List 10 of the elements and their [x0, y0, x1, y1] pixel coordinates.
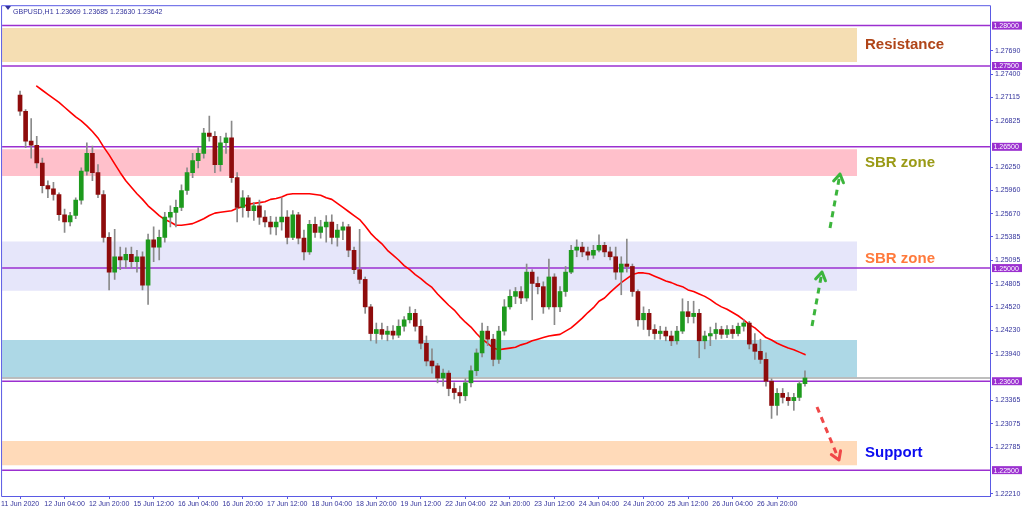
- candlestick: [657, 325, 663, 340]
- band-label: Support: [865, 443, 923, 461]
- candlestick: [117, 246, 123, 271]
- candlestick: [618, 256, 624, 296]
- candlestick: [279, 197, 285, 231]
- candlestick: [323, 215, 329, 243]
- band-label: Resistance: [865, 35, 945, 53]
- candlestick: [373, 322, 379, 344]
- band-label: SBR zone: [865, 249, 936, 267]
- band-label: SBR zone: [865, 152, 936, 170]
